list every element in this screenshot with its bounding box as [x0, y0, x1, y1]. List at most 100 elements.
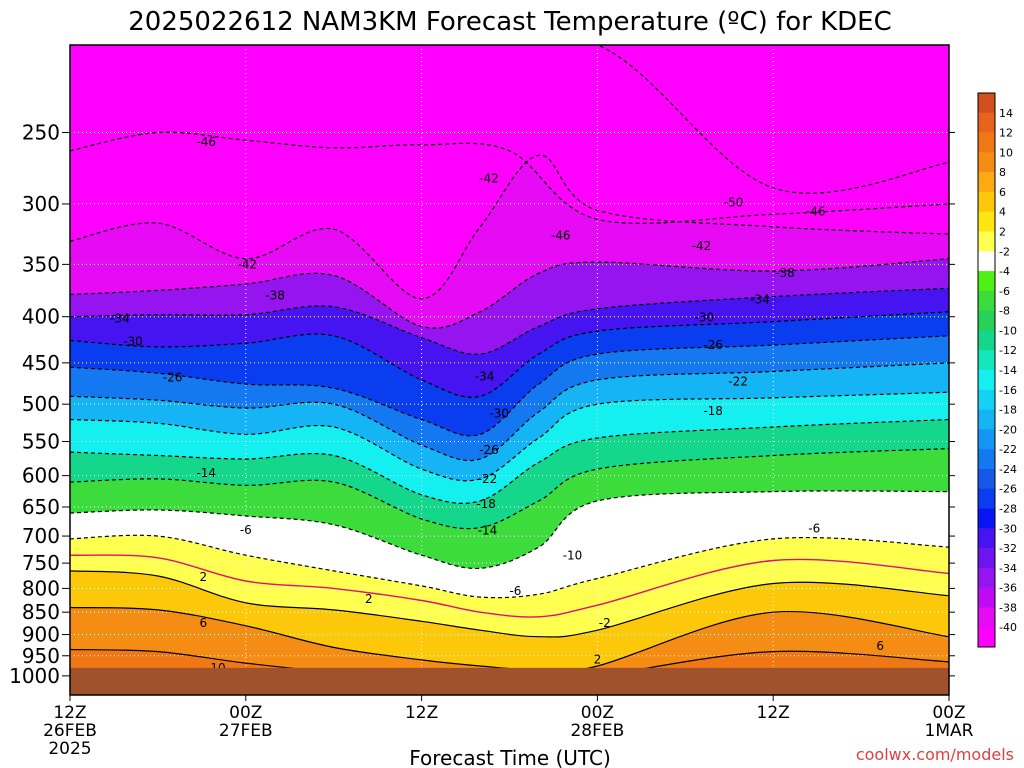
contour-label: -14: [196, 466, 216, 480]
contour-label: -30: [489, 406, 509, 420]
colorbar-swatch: [978, 607, 995, 628]
contour--30: [70, 311, 949, 398]
colorbar-label: -26: [999, 483, 1017, 496]
y-tick-label: 650: [22, 495, 60, 519]
y-tick-label: 900: [22, 623, 60, 647]
colorbar-swatch: [978, 468, 995, 490]
y-tick-label: 250: [22, 120, 60, 144]
colorbar-label: -2: [999, 245, 1010, 258]
colorbar-label: 12: [999, 127, 1013, 140]
y-tick-label: 550: [22, 430, 60, 454]
colorbar-swatch: [978, 488, 995, 509]
contour-2: [70, 570, 949, 638]
contour-label: -26: [479, 443, 499, 457]
contour-label: -30: [695, 311, 715, 325]
temperature-fill: [70, 45, 949, 695]
y-tick-label: 950: [22, 644, 60, 668]
contour-label: -42: [692, 239, 712, 253]
colorbar-label: -30: [999, 522, 1017, 535]
x-tick-label: 28FEB: [570, 721, 624, 741]
colorbar-label: -36: [999, 582, 1017, 595]
contour-label: -50: [724, 196, 744, 210]
colorbar-swatch: [978, 587, 995, 608]
colorbar-label: 6: [999, 186, 1006, 199]
contour-label: -46: [806, 205, 826, 219]
colorbar-label: 8: [999, 166, 1006, 179]
x-tick-label: 2025: [48, 739, 91, 759]
contour-label: -46: [196, 135, 216, 149]
colorbar-label: -14: [999, 364, 1017, 377]
colorbar-swatch: [978, 508, 995, 529]
x-tick-label: 12Z: [405, 703, 438, 723]
colorbar-label: -34: [999, 562, 1017, 575]
colorbar-label: -28: [999, 503, 1017, 516]
x-tick-label: 00Z: [229, 703, 262, 723]
contour--42: [70, 154, 949, 300]
colorbar-swatch: [978, 211, 995, 232]
y-tick-label: 500: [22, 392, 60, 416]
colorbar-legend: 14 12 10 8 6 4 2 -2 -4 -6 -8 -10 -12 -14 -16 -18 -20 -22 -…: [977, 92, 1017, 648]
contour-label: 6: [199, 616, 207, 630]
colorbar-frame: [977, 92, 996, 648]
contour-label: -6: [808, 522, 820, 536]
contour-label: -34: [110, 312, 130, 326]
credit-text: coolwx.com/models: [856, 745, 1014, 764]
colorbar-swatch: [978, 528, 995, 549]
y-axis: 2503003504004505005506006507007508008509…: [9, 120, 955, 688]
ground-fill: [70, 667, 949, 695]
x-tick-label: 12Z: [53, 703, 86, 723]
contour-label: -22: [728, 375, 748, 389]
x-tick-label: 26FEB: [43, 721, 97, 741]
contour-label: -6: [509, 584, 521, 598]
colorbar-swatch: [978, 231, 995, 252]
contour-label: -26: [703, 338, 723, 352]
contour-label: -22: [478, 472, 498, 486]
contour--46: [70, 131, 949, 224]
colorbar-swatch: [978, 251, 995, 272]
colorbar-swatch: [978, 172, 995, 193]
contour--26: [70, 335, 949, 437]
ground: [70, 667, 949, 695]
contour--22: [70, 362, 949, 462]
colorbar-swatch: [978, 132, 995, 153]
plot-frame: [69, 44, 950, 696]
colorbar-swatch: [978, 310, 995, 331]
colorbar-swatch: [978, 429, 995, 450]
colorbar-swatch: [978, 112, 995, 133]
colorbar-swatch: [978, 93, 995, 114]
x-tick-label: 12Z: [757, 703, 790, 723]
contour-label: -18: [476, 497, 496, 511]
y-tick-label: 800: [22, 576, 60, 600]
colorbar-swatch: [978, 389, 995, 410]
colorbar-label: -22: [999, 443, 1017, 456]
colorbar-label: 14: [999, 107, 1013, 120]
chart-title: 2025022612 NAM3KM Forecast Temperature (…: [128, 7, 892, 37]
y-tick-label: 450: [22, 351, 60, 375]
colorbar-swatch: [978, 449, 995, 470]
y-tick-label: 350: [22, 252, 60, 276]
contour-label: -42: [237, 257, 257, 271]
contour-label: -26: [163, 370, 183, 384]
colorbar-label: -10: [999, 324, 1017, 337]
colorbar-label: -38: [999, 601, 1017, 614]
contour--18: [70, 391, 949, 482]
colorbar-swatch: [978, 152, 995, 173]
contour-lines: [70, 45, 949, 680]
y-tick-label: 750: [22, 551, 60, 575]
freezing-line: [70, 554, 949, 618]
colorbar-label: -6: [999, 285, 1010, 298]
contour-label: -34: [750, 293, 770, 307]
x-tick-label: 00Z: [932, 703, 965, 723]
x-tick-label: 00Z: [581, 703, 614, 723]
contour-label: -46: [551, 228, 571, 242]
y-tick-label: 1000: [9, 664, 60, 688]
colorbar-label: -8: [999, 305, 1010, 318]
colorbar-label: 4: [999, 206, 1006, 219]
contour-label: -42: [479, 171, 499, 185]
y-tick-label: 600: [22, 464, 60, 488]
colorbar-swatch: [978, 350, 995, 371]
colorbar-label: 2: [999, 226, 1006, 239]
x-tick-label: 1MAR: [925, 721, 974, 741]
colorbar-swatch: [978, 548, 995, 569]
